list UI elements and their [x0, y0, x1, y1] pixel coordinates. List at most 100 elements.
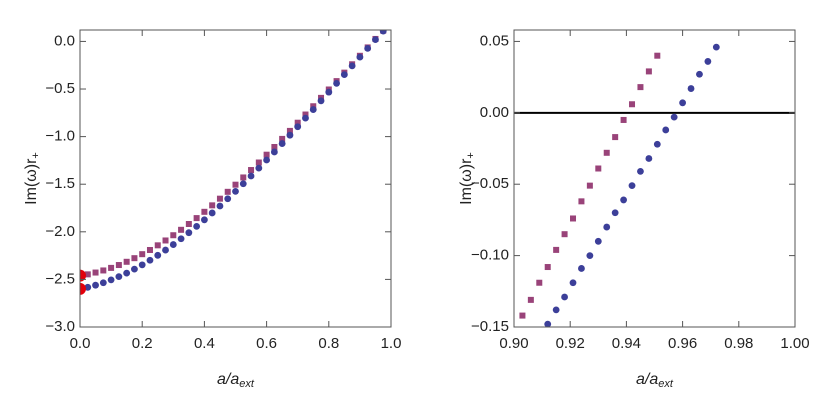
point	[169, 241, 177, 248]
point	[578, 265, 585, 272]
point	[645, 155, 653, 162]
point	[561, 293, 568, 301]
x-tick-label: 1.00	[780, 335, 809, 352]
point	[704, 58, 712, 65]
square-point	[170, 232, 177, 239]
x-tick-label: 0.8	[318, 335, 339, 352]
point	[263, 156, 270, 164]
point	[302, 114, 309, 122]
square-point	[263, 151, 270, 158]
square-point	[255, 159, 262, 166]
point	[309, 106, 317, 113]
point	[286, 131, 294, 139]
point	[201, 216, 208, 224]
point	[208, 209, 216, 217]
y-tick-label: −2.0	[45, 223, 75, 240]
point	[177, 235, 185, 243]
point	[239, 180, 247, 188]
square-point	[578, 198, 585, 205]
point	[162, 246, 169, 254]
point	[340, 71, 348, 79]
point	[364, 44, 372, 52]
point	[80, 269, 86, 282]
y-tick-label: −0.15	[471, 318, 509, 335]
x-tick-label: 0.94	[612, 335, 641, 352]
square-point	[645, 68, 652, 75]
square-point	[519, 312, 526, 319]
y-tick-label: −0.10	[471, 247, 509, 264]
square-point	[209, 202, 216, 209]
x-label-sub: ext	[658, 378, 674, 390]
point	[154, 251, 162, 259]
x-label-main: a/a	[636, 371, 658, 388]
square-point	[586, 182, 593, 189]
x-tick-label: 0.92	[556, 335, 585, 352]
plot-area	[80, 30, 387, 295]
point	[123, 269, 131, 277]
point	[653, 140, 661, 148]
x-tick-label: 0.2	[132, 335, 153, 352]
point	[80, 282, 86, 295]
square-point	[612, 134, 619, 141]
square-point	[544, 264, 551, 271]
square-point	[84, 271, 91, 278]
frame	[513, 29, 796, 328]
square-point	[216, 195, 223, 202]
y-tick-label: −2.5	[45, 270, 75, 287]
point	[294, 123, 302, 131]
panel: 0.90 0.92 0.94 0.96 0.98 1.00 0.05 0.00 −0.05 −0.…	[458, 29, 810, 390]
x-tick-label: 0.4	[194, 335, 215, 352]
square-point	[271, 143, 278, 150]
point	[603, 223, 611, 231]
point	[224, 195, 232, 203]
point	[687, 85, 695, 92]
point	[662, 126, 670, 134]
plot-area	[514, 43, 795, 327]
square-point	[154, 242, 161, 249]
point	[637, 167, 644, 175]
y-label-sub: +	[30, 152, 42, 158]
point	[193, 222, 201, 230]
x-tick-label: 0.6	[256, 335, 277, 352]
y-tick-label: 0.00	[480, 104, 509, 121]
square-point	[561, 231, 568, 238]
square-point	[553, 246, 560, 253]
square-point	[620, 116, 627, 123]
square-point	[193, 215, 200, 222]
square-point	[654, 52, 661, 59]
y-tick-label: 0.05	[480, 32, 509, 49]
square-point	[637, 84, 644, 91]
point	[712, 43, 720, 51]
x-label-main: a/a	[217, 371, 239, 388]
point	[670, 113, 678, 121]
point	[232, 187, 239, 195]
point	[146, 256, 154, 264]
x-tick-label: 0.0	[70, 335, 91, 352]
square-point	[224, 188, 231, 195]
point	[107, 276, 115, 284]
point	[216, 202, 224, 210]
point	[594, 237, 602, 245]
square-point	[131, 255, 138, 262]
y-tick-label: −0.5	[45, 80, 75, 97]
y-axis-label: Im(ω)r+	[23, 152, 42, 205]
point	[620, 196, 627, 204]
point	[278, 140, 286, 147]
point	[544, 320, 552, 327]
point	[333, 80, 340, 87]
point	[317, 97, 325, 105]
x-label-sub: ext	[239, 378, 255, 390]
point	[372, 36, 379, 44]
y-label-main: Im(ω)r	[23, 158, 40, 205]
square-point	[178, 226, 185, 233]
point	[696, 70, 703, 78]
x-axis-label: a/aext	[217, 371, 255, 390]
square-point	[595, 165, 602, 172]
y-tick-label: 0.0	[54, 32, 75, 49]
point	[611, 209, 619, 217]
square-point	[115, 262, 122, 269]
point	[270, 148, 278, 156]
x-tick-label: 1.0	[381, 335, 402, 352]
point	[247, 172, 255, 180]
point	[92, 281, 99, 289]
